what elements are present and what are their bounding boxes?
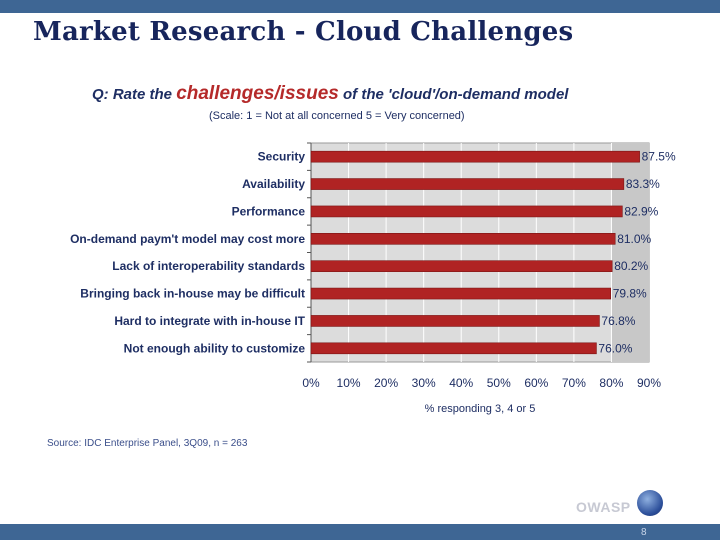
data-label: 82.9% (624, 204, 658, 218)
bar (310, 150, 640, 163)
question-suffix: of the 'cloud'/on-demand model (338, 86, 569, 103)
data-label: 81.0% (617, 232, 651, 246)
data-label: 79.8% (613, 287, 647, 301)
category-label: Lack of interoperability standards (112, 259, 305, 273)
bar (310, 233, 616, 245)
bar (310, 205, 623, 218)
bar (310, 260, 613, 272)
top-band (0, 0, 720, 13)
bar (310, 315, 600, 327)
scale-note: (Scale: 1 = Not at all concerned 5 = Ver… (209, 110, 465, 122)
source-note: Source: IDC Enterprise Panel, 3Q09, n = … (47, 438, 248, 449)
category-label: Performance (232, 204, 306, 218)
data-label: 76.0% (598, 341, 632, 355)
category-label: Bringing back in-house may be difficult (80, 287, 305, 301)
category-label: Security (258, 150, 306, 164)
data-label: 76.8% (601, 314, 635, 328)
x-axis-label: % responding 3, 4 or 5 (425, 403, 536, 415)
x-tick-label: 50% (487, 376, 511, 390)
bar (310, 287, 611, 300)
category-label: Availability (242, 177, 305, 191)
x-tick-label: 30% (412, 376, 436, 390)
owasp-logo-text: OWASP (576, 499, 631, 515)
question-highlight: challenges/issues (176, 83, 339, 104)
data-label: 83.3% (626, 177, 660, 191)
slide-title: Market Research - Cloud Challenges (33, 17, 574, 47)
question-line: Q: Rate the challenges/issues of the 'cl… (92, 83, 568, 105)
x-tick-label: 70% (562, 376, 586, 390)
plot-background (310, 142, 650, 363)
plot-shade-band (611, 143, 649, 362)
x-tick-label: 80% (599, 376, 623, 390)
bar (310, 342, 597, 355)
x-tick-label: 20% (374, 376, 398, 390)
category-label: Not enough ability to customize (124, 341, 306, 355)
question-prefix: Q: Rate the (92, 86, 177, 103)
x-tick-label: 60% (524, 376, 548, 390)
category-label: On-demand paym't model may cost more (70, 232, 305, 246)
x-tick-label: 0% (302, 376, 320, 390)
bottom-band (0, 524, 720, 540)
x-tick-label: 90% (637, 376, 661, 390)
x-tick-label: 10% (337, 376, 361, 390)
page-number: 8 (641, 527, 647, 538)
x-tick-label: 40% (449, 376, 473, 390)
owasp-globe-icon (637, 490, 663, 516)
bar (310, 178, 625, 190)
category-label: Hard to integrate with in-house IT (114, 314, 305, 328)
data-label: 87.5% (642, 150, 676, 164)
data-label: 80.2% (614, 259, 648, 273)
